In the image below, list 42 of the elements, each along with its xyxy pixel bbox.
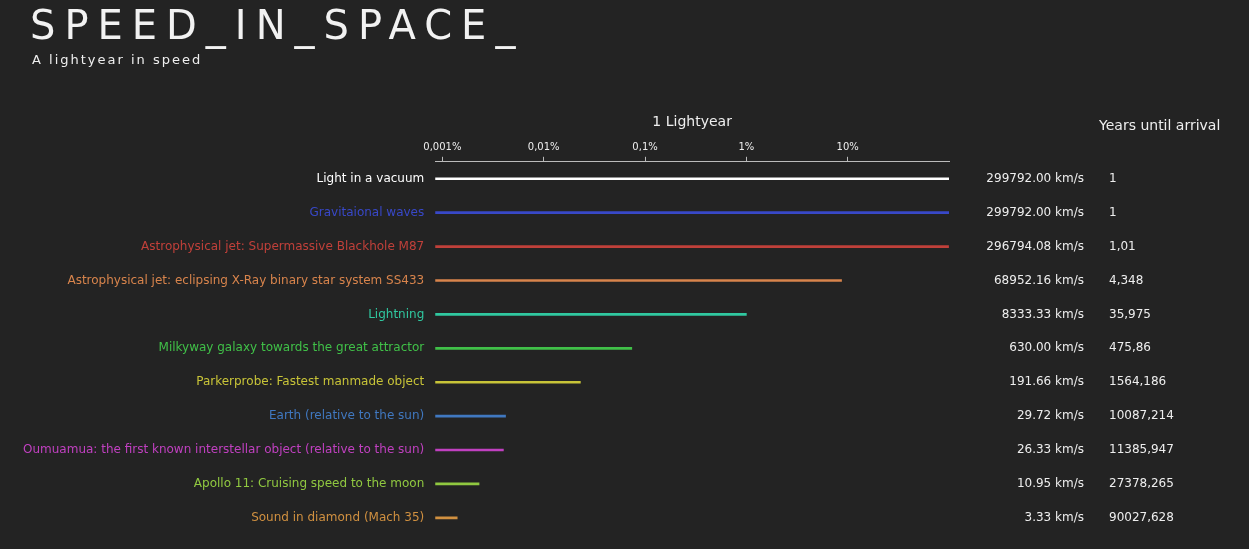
y-tick-label: Astrophysical jet: Supermassive Blackhole M87 xyxy=(141,238,425,253)
text: Years until arrival xyxy=(1098,117,1221,134)
text: 1564,186 xyxy=(1109,374,1167,389)
text: 11385,947 xyxy=(1109,442,1174,457)
text: 35,975 xyxy=(1109,306,1151,321)
text: 1 xyxy=(1109,170,1117,185)
y-tick-label: Milkyway galaxy towards the great attractor xyxy=(158,340,425,355)
text: 475,86 xyxy=(1109,340,1151,355)
y-tick-label: Earth (relative to the sun) xyxy=(268,408,425,423)
text: 299792.00 km/s xyxy=(986,170,1084,185)
chart-title: SPEED_IN_SPACE_ xyxy=(30,2,525,48)
y-tick-label: Parkerprobe: Fastest manmade object xyxy=(196,374,425,389)
text: 1 xyxy=(1109,204,1117,219)
text: 10087,214 xyxy=(1109,408,1174,423)
text: 296794.08 km/s xyxy=(986,238,1084,253)
text: 1,01 xyxy=(1109,238,1136,253)
y-tick-label: Astrophysical jet: eclipsing X-Ray binary star system SS433 xyxy=(67,272,425,287)
text: 90027,628 xyxy=(1109,509,1174,524)
x-axis-title: 1 Lightyear xyxy=(652,113,733,130)
x-tick-label: 0,001% xyxy=(423,141,462,153)
text: 4,348 xyxy=(1109,272,1144,287)
x-tick-label: 1% xyxy=(738,141,755,153)
text: 8333.33 km/s xyxy=(1001,306,1084,321)
text: 26.33 km/s xyxy=(1016,442,1084,457)
y-tick-label: Gravitaional waves xyxy=(309,204,425,219)
text: A lightyear in speed xyxy=(32,52,203,67)
x-tick-label: 10% xyxy=(836,141,859,153)
y-tick-label: Lightning xyxy=(368,306,425,321)
x-tick-label: 0,01% xyxy=(527,141,560,153)
text: 630.00 km/s xyxy=(1009,340,1084,355)
text: 10.95 km/s xyxy=(1016,476,1084,491)
text: 29.72 km/s xyxy=(1016,408,1084,423)
y-tick-label: Light in a vacuum xyxy=(316,170,425,185)
y-tick-label: Sound in diamond (Mach 35) xyxy=(251,509,425,524)
y-tick-label: Apollo 11: Cruising speed to the moon xyxy=(193,476,425,491)
text: 299792.00 km/s xyxy=(986,204,1084,219)
y-tick-label: Oumuamua: the first known interstellar object (relative to the sun) xyxy=(22,442,425,457)
x-tick-label: 0,1% xyxy=(632,141,658,153)
text: 27378,265 xyxy=(1109,476,1174,491)
text: 191.66 km/s xyxy=(1009,374,1084,389)
text: 3.33 km/s xyxy=(1024,509,1084,524)
text: 68952.16 km/s xyxy=(993,272,1084,287)
